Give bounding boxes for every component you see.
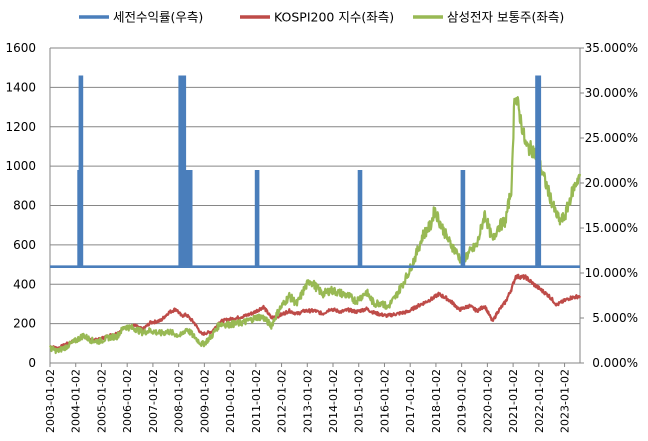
x-tick-label: 2006-01-02 xyxy=(121,369,134,433)
x-tick-label: 2020-01-02 xyxy=(481,369,494,433)
gridlines xyxy=(49,47,581,364)
left-tick-label: 800 xyxy=(13,199,36,213)
legend-entry: KOSPI200 지수(좌측) xyxy=(240,10,394,25)
x-axis: 2003-01-02 2004-01-02 2005-01-02 2006-01-02… xyxy=(44,363,572,433)
right-tick-label: 30.000% xyxy=(585,86,638,100)
series-layer xyxy=(49,75,582,355)
x-tick-label: 2017-01-02 xyxy=(404,369,417,433)
x-tick-label: 2021-01-02 xyxy=(507,369,520,433)
legend-label: 삼성전자 보통주(좌측) xyxy=(447,10,564,25)
left-tick-label: 400 xyxy=(13,277,36,291)
right-tick-label: 35.000% xyxy=(585,41,638,55)
x-tick-label: 2011-01-02 xyxy=(250,369,263,433)
x-tick-label: 2004-01-02 xyxy=(70,369,83,433)
legend-label: 세전수익률(우측) xyxy=(113,10,203,25)
x-tick-label: 2023-01-02 xyxy=(559,369,572,433)
x-tick-label: 2022-01-02 xyxy=(533,369,546,433)
right-tick-label: 0.000% xyxy=(592,356,638,370)
legend-label: KOSPI200 지수(좌측) xyxy=(274,10,394,25)
right-tick-label: 20.000% xyxy=(585,176,638,190)
right-tick-label: 5.000% xyxy=(592,311,638,325)
left-tick-label: 0 xyxy=(28,356,36,370)
legend-entry: 세전수익률(우측) xyxy=(79,10,203,25)
series-line xyxy=(50,75,580,268)
x-tick-label: 2005-01-02 xyxy=(95,369,108,433)
x-tick-label: 2013-01-02 xyxy=(301,369,314,433)
legend: 세전수익률(우측) KOSPI200 지수(좌측) 삼성전자 보통주(좌측) xyxy=(79,10,564,25)
x-tick-label: 2003-01-02 xyxy=(44,369,57,433)
right-axis: 0.000% 5.000% 10.000% 15.000% 20.000% 25.000%… xyxy=(580,41,638,370)
left-tick-label: 1000 xyxy=(5,159,36,173)
x-tick-label: 2009-01-02 xyxy=(198,369,211,433)
x-tick-label: 2014-01-02 xyxy=(327,369,340,433)
x-tick-label: 2010-01-02 xyxy=(224,369,237,433)
legend-entry: 삼성전자 보통주(좌측) xyxy=(413,10,564,25)
x-tick-label: 2007-01-02 xyxy=(147,369,160,433)
x-tick-label: 2019-01-02 xyxy=(456,369,469,433)
right-tick-label: 15.000% xyxy=(585,221,638,235)
x-tick-label: 2012-01-02 xyxy=(276,369,289,433)
series-line xyxy=(49,96,582,355)
x-tick-label: 2018-01-02 xyxy=(430,369,443,433)
right-tick-label: 25.000% xyxy=(585,131,638,145)
left-tick-label: 1400 xyxy=(5,80,36,94)
left-axis: 0 200 400 600 800 1000 1200 1400 1600 xyxy=(5,41,36,370)
left-tick-label: 200 xyxy=(13,317,36,331)
left-tick-label: 1600 xyxy=(5,41,36,55)
x-tick-label: 2016-01-02 xyxy=(378,369,391,433)
left-tick-label: 600 xyxy=(13,238,36,252)
right-tick-label: 10.000% xyxy=(585,266,638,280)
x-tick-label: 2008-01-02 xyxy=(173,369,186,433)
left-tick-label: 1200 xyxy=(5,120,36,134)
x-tick-label: 2015-01-02 xyxy=(353,369,366,433)
